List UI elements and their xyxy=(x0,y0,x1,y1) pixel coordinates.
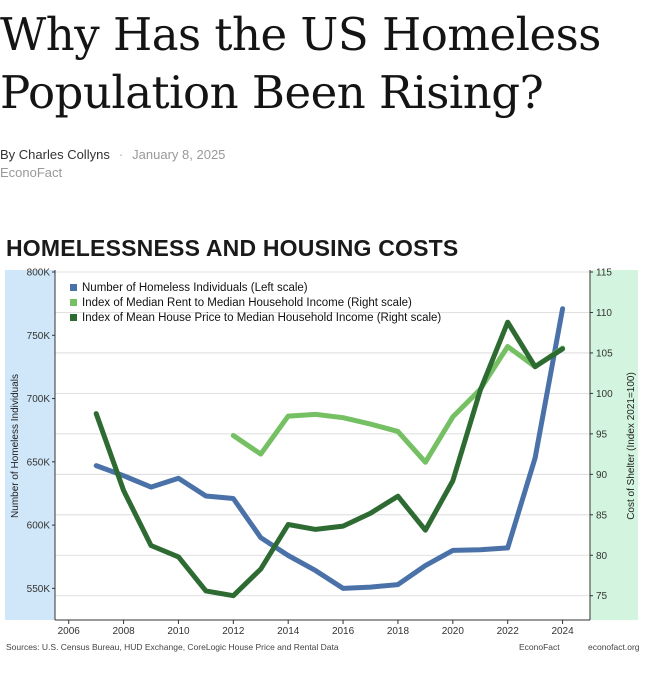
x-tick-label: 2012 xyxy=(222,626,245,637)
y-right-tick-label: 110 xyxy=(596,308,612,319)
legend-label: Number of Homeless Individuals (Left sca… xyxy=(82,282,308,294)
x-axis-ticks: 2006 2008 2010 2012 2014 2016 2018 2020 2022 2024 xyxy=(58,620,574,637)
y-right-tick-label: 75 xyxy=(596,591,608,602)
chart: 550K 600K 650K 700K 750K 800K 75 80 85 90 95 100 10… xyxy=(5,268,640,652)
y-right-tick-label: 115 xyxy=(596,268,612,279)
x-tick-label: 2018 xyxy=(387,626,410,637)
publication-name[interactable]: EconoFact xyxy=(0,165,63,180)
y-right-tick-label: 85 xyxy=(596,510,608,521)
byline: By Charles Collyns · January 8, 2025 xyxy=(0,147,225,162)
right-axis-band xyxy=(590,270,638,620)
y-left-tick-label: 800K xyxy=(27,268,51,279)
x-tick-label: 2008 xyxy=(112,626,135,637)
article-title: Why Has the US Homeless Population Been … xyxy=(0,8,601,119)
series-line-1 xyxy=(230,344,566,465)
y-left-tick-label: 650K xyxy=(27,457,51,468)
publish-date: January 8, 2025 xyxy=(132,147,226,162)
chart-sources: Sources: U.S. Census Bureau, HUD Exchang… xyxy=(6,642,339,652)
y-right-tick-label: 90 xyxy=(596,470,608,481)
y-right-tick-label: 105 xyxy=(596,348,613,359)
y-right-tick-label: 100 xyxy=(596,389,613,400)
series-lines xyxy=(93,306,566,599)
legend-swatch xyxy=(70,284,77,291)
x-tick-label: 2014 xyxy=(277,626,300,637)
author-name[interactable]: By Charles Collyns xyxy=(0,147,110,162)
axes xyxy=(54,270,591,621)
byline-separator: · xyxy=(118,147,124,162)
y-left-tick-label: 750K xyxy=(27,331,51,342)
series-line-0 xyxy=(93,306,566,591)
x-tick-label: 2016 xyxy=(332,626,355,637)
x-tick-label: 2020 xyxy=(442,626,465,637)
chart-brand: EconoFact xyxy=(519,642,560,652)
left-axis-band xyxy=(5,270,55,620)
y-left-tick-label: 550K xyxy=(27,584,51,595)
x-tick-label: 2010 xyxy=(167,626,190,637)
legend-label: Index of Median Rent to Median Household… xyxy=(82,297,412,309)
x-tick-label: 2022 xyxy=(497,626,520,637)
legend-swatch xyxy=(70,314,77,321)
y-right-tick-label: 95 xyxy=(596,429,608,440)
y-left-tick-label: 600K xyxy=(27,521,51,532)
x-tick-label: 2024 xyxy=(551,626,574,637)
x-tick-label: 2006 xyxy=(58,626,81,637)
left-axis-ticks: 550K 600K 650K 700K 750K 800K xyxy=(27,268,55,595)
legend-label: Index of Mean House Price to Median Hous… xyxy=(82,312,441,324)
series-line-2 xyxy=(93,319,566,599)
chart-title: HOMELESSNESS AND HOUSING COSTS xyxy=(6,235,459,261)
y-axis-right-title: Cost of Shelter (Index 2021=100) xyxy=(626,372,637,520)
right-axis-ticks: 75 80 85 90 95 100 105 110 115 xyxy=(590,268,613,602)
legend-swatch xyxy=(70,299,77,306)
y-axis-left-title: Number of Homeless Individuals xyxy=(10,374,21,518)
legend: Number of Homeless Individuals (Left sca… xyxy=(70,282,441,324)
y-left-tick-label: 700K xyxy=(27,394,51,405)
chart-site[interactable]: econofact.org xyxy=(588,642,640,652)
y-right-tick-label: 80 xyxy=(596,551,608,562)
